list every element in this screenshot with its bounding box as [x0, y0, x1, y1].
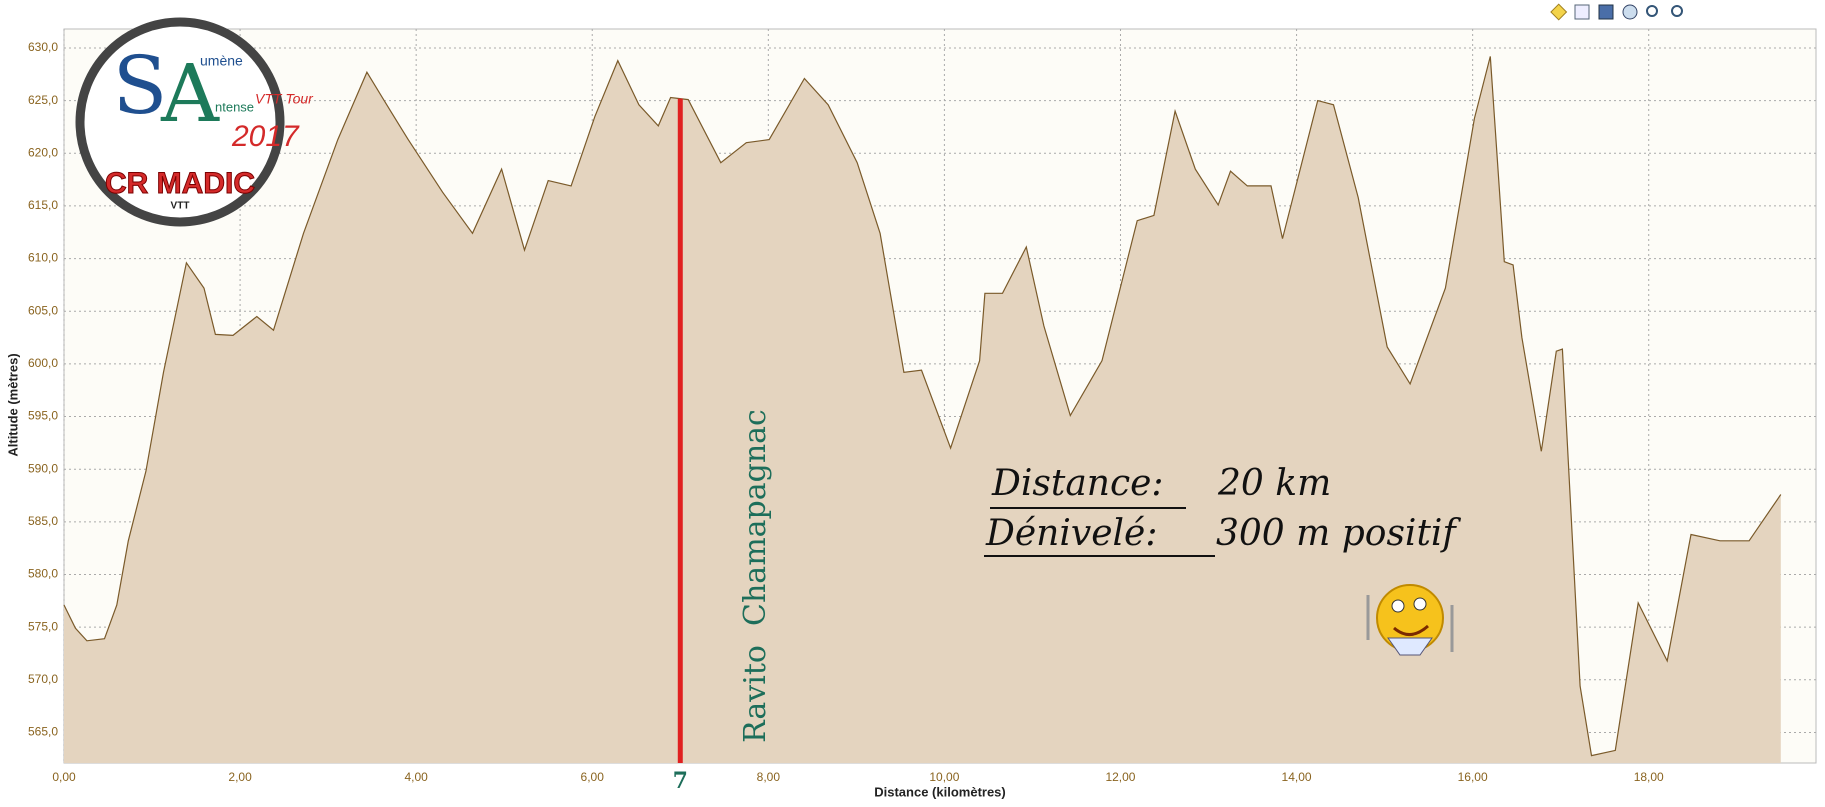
- tool-icon[interactable]: [1622, 4, 1638, 20]
- x-tick-label: 4,00: [404, 770, 428, 784]
- annotation: Distance:: [991, 463, 1164, 504]
- profile-line: [63, 56, 1782, 757]
- logo-text: ntense: [215, 99, 254, 114]
- logo-text: VTT: [171, 201, 190, 212]
- marker-value: 7: [673, 768, 688, 794]
- y-tick-label: 625,0: [28, 93, 58, 107]
- logo-letter: S: [113, 39, 168, 132]
- marker-label: Ravito Chamapagnac: [738, 409, 773, 743]
- x-tick-label: 12,00: [1105, 770, 1135, 784]
- x-tick-label: 6,00: [581, 770, 605, 784]
- annotation: Dénivelé:: [985, 513, 1157, 554]
- y-tick-label: 620,0: [28, 145, 58, 159]
- x-axis-title: Distance (kilomètres): [874, 784, 1006, 799]
- x-tick-label: 0,00: [52, 770, 76, 784]
- logo-letter: A: [160, 47, 220, 140]
- y-axis-title: Altitude (mètres): [5, 353, 20, 456]
- logo-text: umène: [200, 53, 243, 69]
- y-tick-label: 630,0: [28, 40, 58, 54]
- profile: [63, 56, 1782, 763]
- x-tick-label: 10,00: [929, 770, 959, 784]
- annotations: Distance: 20 km Dénivelé: 300 m positif: [984, 463, 1461, 557]
- y-tick-label: 610,0: [28, 251, 58, 265]
- tool-icon[interactable]: [1598, 4, 1614, 20]
- smiley-mouth: [1393, 624, 1429, 636]
- x-tick-label: 14,00: [1282, 770, 1312, 784]
- y-tick-label: 605,0: [28, 303, 58, 317]
- smiley: [1366, 584, 1454, 656]
- y-tick-label: 565,0: [28, 725, 58, 739]
- tool-icon[interactable]: [1574, 4, 1590, 20]
- annotation: 20 km: [1217, 463, 1331, 504]
- tool-icon[interactable]: [1550, 3, 1568, 21]
- tool-icon[interactable]: [1671, 5, 1683, 17]
- annotation: 300 m positif: [1216, 513, 1461, 554]
- x-tick-label: 18,00: [1634, 770, 1664, 784]
- y-tick-label: 600,0: [28, 356, 58, 370]
- y-tick-label: 585,0: [28, 514, 58, 528]
- toolbar: [1550, 3, 1683, 21]
- logo-text: 2017: [231, 120, 300, 153]
- x-tick-label: 16,00: [1458, 770, 1488, 784]
- logo: S umène A ntense VTT Tour 2017 CR MADIC …: [75, 17, 314, 227]
- ticks: 565,0 570,0 575,0 580,0 585,0 590,0 595,0 600,0…: [28, 40, 1664, 784]
- y-tick-label: 615,0: [28, 198, 58, 212]
- logo-text: VTT Tour: [255, 91, 314, 107]
- area: [64, 56, 1781, 763]
- smiley-bib: [1387, 637, 1433, 656]
- y-tick-label: 575,0: [28, 619, 58, 633]
- y-tick-label: 595,0: [28, 409, 58, 423]
- y-tick-label: 570,0: [28, 672, 58, 686]
- logo-text: CR MADIC: [105, 167, 255, 200]
- y-tick-label: 590,0: [28, 461, 58, 475]
- tool-icon[interactable]: [1646, 5, 1658, 17]
- smiley-eye: [1413, 597, 1427, 611]
- y-tick-label: 580,0: [28, 567, 58, 581]
- logo-ring: [75, 17, 285, 227]
- x-tick-label: 2,00: [228, 770, 252, 784]
- x-tick-label: 8,00: [757, 770, 781, 784]
- smiley-eye: [1391, 599, 1405, 613]
